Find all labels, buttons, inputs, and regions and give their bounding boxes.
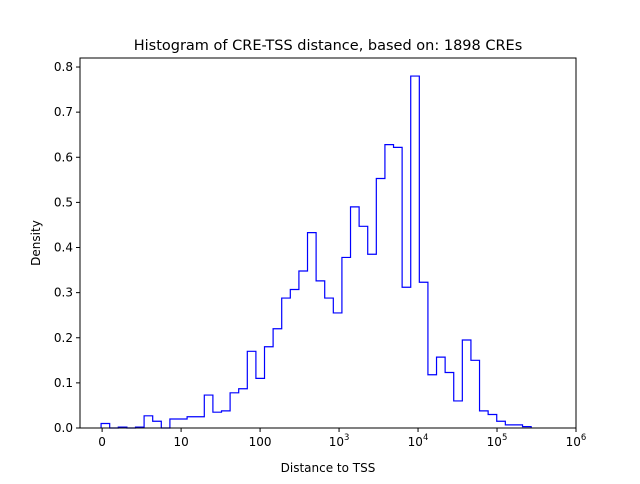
x-tick-base: 10 <box>408 435 423 449</box>
y-tick-label: 0.0 <box>54 421 73 435</box>
x-tick-label: 105 <box>487 433 508 449</box>
y-tick-label: 0.1 <box>54 376 73 390</box>
axes-frame <box>79 57 577 429</box>
chart-title: Histogram of CRE-TSS distance, based on:… <box>134 38 523 54</box>
x-tick-label: 10 <box>173 435 188 449</box>
x-tick-exponent: 6 <box>581 433 586 443</box>
x-tick-base: 0 <box>98 435 106 449</box>
x-tick-exponent: 3 <box>344 433 349 443</box>
x-tick-label: 104 <box>408 433 429 449</box>
y-tick-label: 0.8 <box>54 60 73 74</box>
y-tick-label: 0.3 <box>54 286 73 300</box>
y-tick-label: 0.6 <box>54 150 73 164</box>
x-tick-label: 103 <box>329 433 350 449</box>
x-tick-base: 10 <box>173 435 188 449</box>
x-tick-exponent: 5 <box>502 433 507 443</box>
x-tick-exponent: 4 <box>423 433 428 443</box>
x-tick-base: 10 <box>487 435 502 449</box>
x-tick-base: 10 <box>329 435 344 449</box>
y-tick-label: 0.4 <box>54 241 73 255</box>
x-tick-base: 10 <box>566 435 581 449</box>
x-tick-base: 100 <box>249 435 272 449</box>
y-axis-label: Density <box>29 220 43 266</box>
y-tick-label: 0.5 <box>54 195 73 209</box>
y-tick-label: 0.7 <box>54 105 73 119</box>
x-axis-label: Distance to TSS <box>281 461 376 475</box>
x-tick-label: 0 <box>98 435 106 449</box>
x-tick-label: 106 <box>566 433 587 449</box>
histogram-step-line <box>100 75 532 429</box>
x-tick-label: 100 <box>249 435 272 449</box>
y-tick-label: 0.2 <box>54 331 73 345</box>
